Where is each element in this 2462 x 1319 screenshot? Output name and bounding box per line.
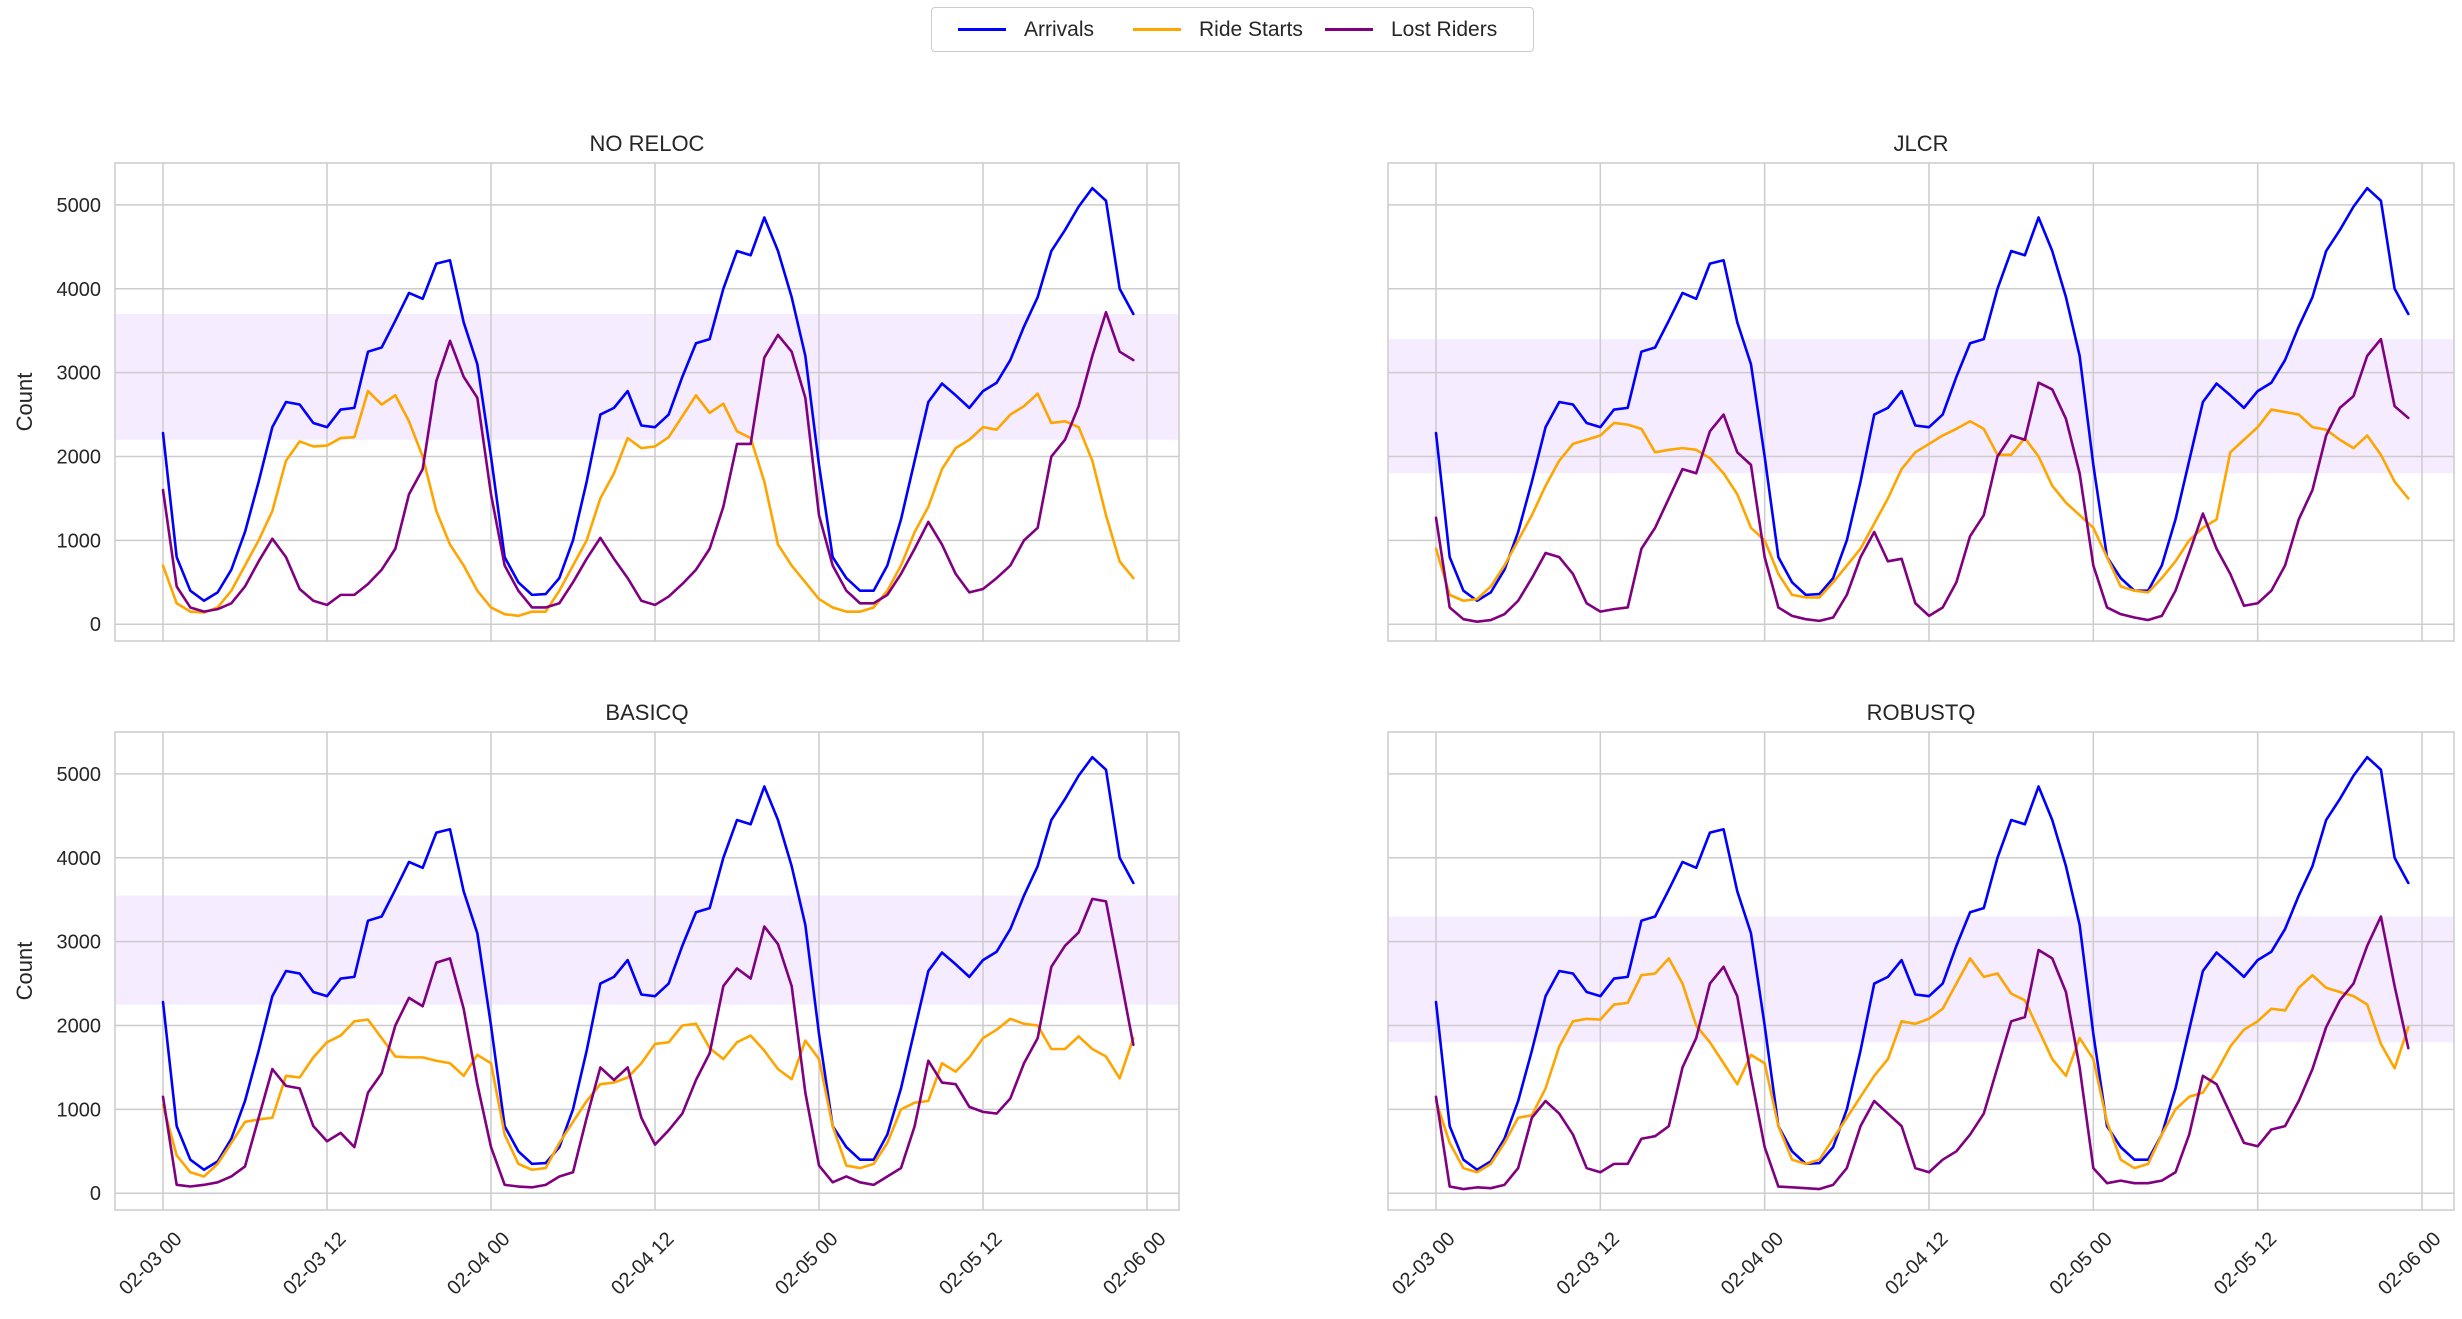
x-tick-label: 02-04 12 bbox=[607, 1228, 678, 1299]
y-tick-label: 0 bbox=[90, 614, 101, 636]
series-line-arrivals bbox=[161, 755, 1135, 1172]
highlight-band bbox=[115, 895, 1179, 1005]
plot-frame bbox=[1387, 162, 2455, 642]
series-line-lost-riders bbox=[1434, 915, 2410, 1191]
y-axis-label: Count bbox=[12, 373, 37, 432]
x-tick-label: 02-03 12 bbox=[1552, 1228, 1623, 1299]
chart-panel-jlcr: JLCR bbox=[1387, 131, 2455, 642]
legend-swatch-arrivals bbox=[958, 28, 1006, 31]
x-tick-label: 02-04 00 bbox=[443, 1228, 514, 1299]
highlight-band bbox=[1388, 916, 2454, 1043]
y-tick-label: 2000 bbox=[57, 447, 102, 469]
y-tick-label: 5000 bbox=[57, 195, 102, 217]
y-tick-label: 3000 bbox=[57, 363, 102, 385]
x-tick-label: 02-03 12 bbox=[279, 1228, 350, 1299]
x-tick-label: 02-04 12 bbox=[1881, 1228, 1952, 1299]
x-tick-label: 02-03 00 bbox=[1388, 1228, 1459, 1299]
legend-swatch-lost-riders bbox=[1325, 28, 1373, 31]
y-tick-label: 4000 bbox=[57, 848, 102, 870]
chart-title: JLCR bbox=[1893, 131, 1948, 156]
plot-frame bbox=[1387, 731, 2455, 1211]
y-tick-label: 5000 bbox=[57, 764, 102, 786]
series-line-ride-starts bbox=[161, 389, 1135, 618]
chart-title: ROBUSTQ bbox=[1867, 700, 1976, 725]
series-line-ride-starts bbox=[161, 1017, 1135, 1178]
chart-panel-robustq: ROBUSTQ 02-03 00 02-03 12 02-04 00 02-04 12 0… bbox=[1387, 700, 2455, 1299]
x-tick-label: 02-03 00 bbox=[115, 1228, 186, 1299]
chart-panel-no-reloc: NO RELOC 0 1000 2000 3000 4000 5000 Count bbox=[12, 131, 1180, 642]
legend-item-lost-riders: Lost Riders bbox=[1325, 8, 1497, 51]
legend-label: Arrivals bbox=[1024, 17, 1095, 41]
x-tick-label: 02-05 12 bbox=[2210, 1228, 2281, 1299]
series-line-arrivals bbox=[1434, 186, 2410, 603]
series-line-arrivals bbox=[161, 186, 1135, 603]
x-tick-label: 02-04 00 bbox=[1717, 1228, 1788, 1299]
x-tick-label: 02-05 00 bbox=[771, 1228, 842, 1299]
chart-title: BASICQ bbox=[605, 700, 688, 725]
y-tick-label: 1000 bbox=[57, 1099, 102, 1121]
legend-label: Ride Starts bbox=[1199, 17, 1303, 41]
y-tick-label: 1000 bbox=[57, 530, 102, 552]
x-tick-label: 02-06 00 bbox=[2374, 1228, 2445, 1299]
highlight-band bbox=[1388, 339, 2454, 474]
y-tick-label: 4000 bbox=[57, 279, 102, 301]
series-line-lost-riders bbox=[1434, 337, 2410, 624]
series-line-arrivals bbox=[1434, 755, 2410, 1172]
legend-swatch-ride-starts bbox=[1133, 28, 1181, 31]
legend-item-arrivals: Arrivals bbox=[958, 8, 1094, 51]
x-tick-label: 02-06 00 bbox=[1099, 1228, 1170, 1299]
x-tick-label: 02-05 12 bbox=[935, 1228, 1006, 1299]
y-tick-label: 0 bbox=[90, 1183, 101, 1205]
plot-frame bbox=[114, 162, 1180, 642]
y-tick-label: 2000 bbox=[57, 1016, 102, 1038]
series-line-ride-starts bbox=[1434, 957, 2410, 1174]
chart-title: NO RELOC bbox=[590, 131, 705, 156]
y-tick-label: 3000 bbox=[57, 932, 102, 954]
legend: Arrivals Ride Starts Lost Riders bbox=[931, 7, 1534, 52]
series-line-lost-riders bbox=[161, 310, 1135, 613]
series-line-ride-starts bbox=[1434, 408, 2410, 603]
legend-item-ride-starts: Ride Starts bbox=[1133, 8, 1303, 51]
series-line-lost-riders bbox=[161, 897, 1135, 1189]
chart-panel-basicq: BASICQ 0 1000 2000 3000 4000 5000 Count 02-03 00… bbox=[12, 700, 1180, 1299]
x-tick-label: 02-05 00 bbox=[2045, 1228, 2116, 1299]
legend-label: Lost Riders bbox=[1391, 17, 1498, 41]
y-axis-label: Count bbox=[12, 942, 37, 1001]
plot-frame bbox=[114, 731, 1180, 1211]
